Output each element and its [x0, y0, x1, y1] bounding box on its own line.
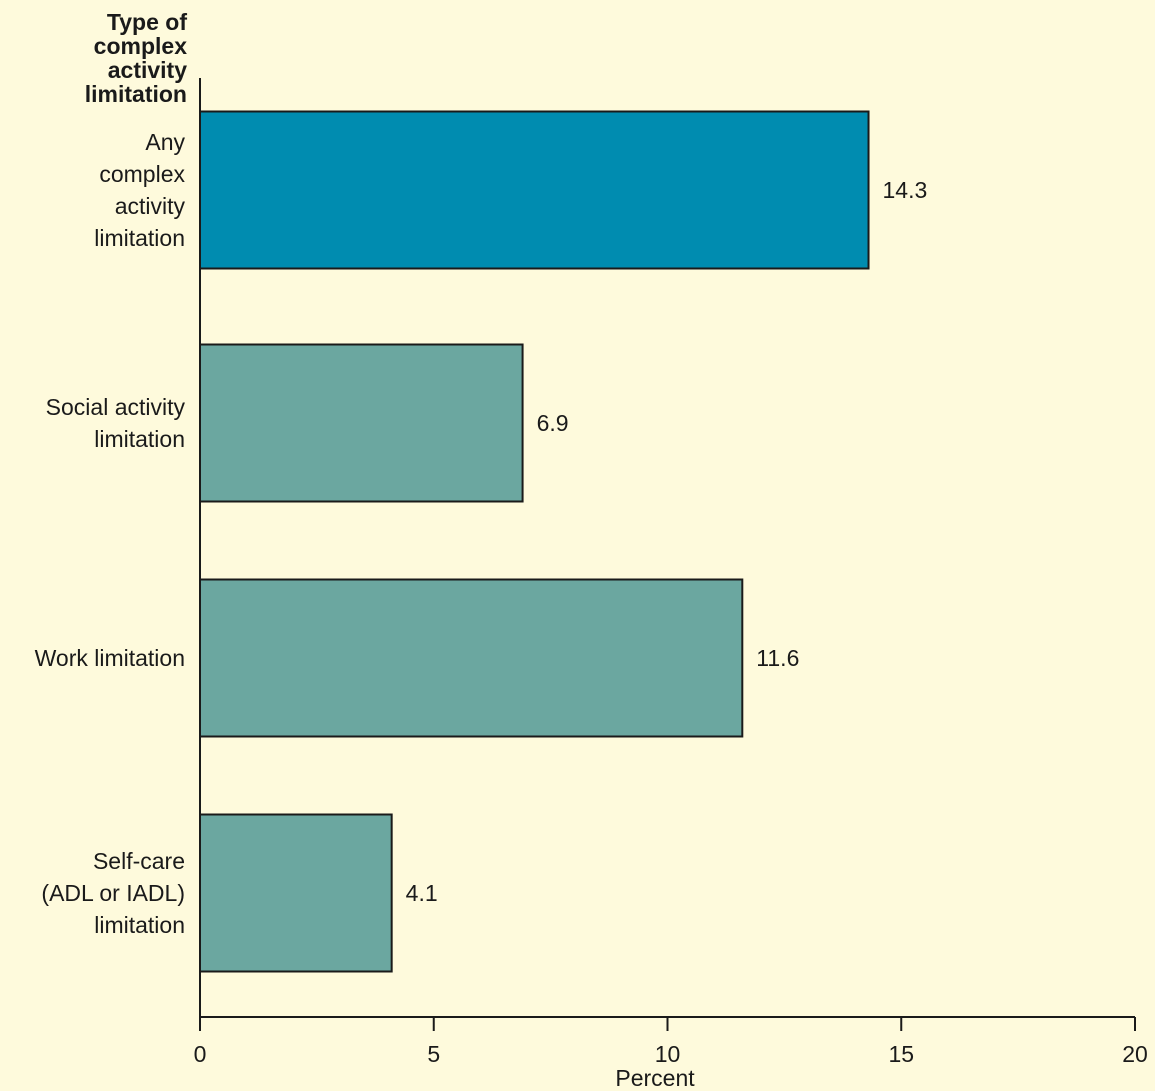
category-label: Social activity: [46, 394, 186, 420]
category-label: limitation: [94, 426, 185, 452]
category-label: limitation: [94, 225, 185, 251]
category-label: Work limitation: [35, 645, 185, 671]
x-tick-label: 15: [888, 1041, 914, 1067]
value-label: 14.3: [883, 177, 928, 203]
bar: [199, 343, 524, 503]
x-tick-label: 5: [427, 1041, 440, 1067]
value-label: 4.1: [406, 880, 438, 906]
category-label: limitation: [94, 912, 185, 938]
y-axis-title-line: activity: [108, 57, 187, 83]
value-label: 11.6: [756, 645, 799, 671]
value-label: 6.9: [537, 410, 569, 436]
y-axis-title-line: complex: [94, 33, 188, 59]
bar: [199, 813, 393, 973]
category-label: activity: [115, 193, 186, 219]
category-label: complex: [99, 161, 185, 187]
x-ticks: 0 5 10 15 20: [194, 1017, 1148, 1067]
bar: [199, 110, 870, 270]
bars: [199, 110, 870, 973]
x-tick-label: 20: [1122, 1041, 1148, 1067]
x-tick-label: 10: [655, 1041, 681, 1067]
category-labels: Any complex activity limitation Social activ…: [35, 129, 186, 938]
x-tick-label: 0: [194, 1041, 207, 1067]
x-axis-title: Percent: [615, 1065, 695, 1091]
bar: [199, 578, 744, 738]
y-axis-title-line: Type of: [107, 9, 187, 35]
category-label: (ADL or IADL): [41, 880, 185, 906]
category-label: Any: [145, 129, 185, 155]
value-labels: 14.3 6.9 11.6 4.1: [406, 177, 928, 906]
category-label: Self-care: [93, 848, 185, 874]
y-axis-title-line: limitation: [85, 81, 187, 107]
